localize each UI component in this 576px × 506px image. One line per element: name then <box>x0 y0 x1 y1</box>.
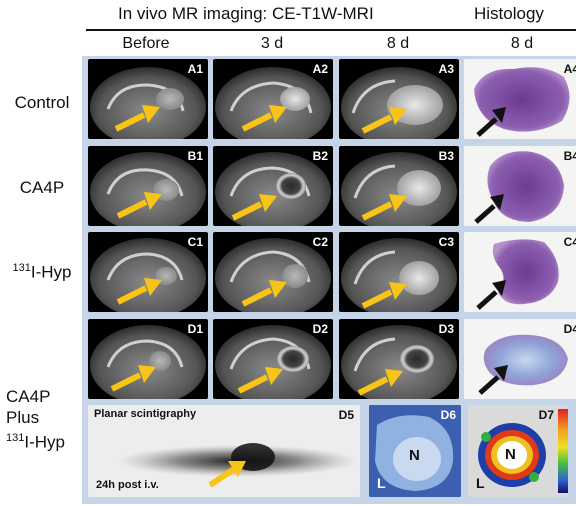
panel-label-d5: D5 <box>338 408 354 422</box>
corner-label-d7: L <box>476 475 485 491</box>
panel-label-a2: A2 <box>312 62 328 76</box>
mri-panel-a3: A3 <box>339 59 459 139</box>
row-label-control: Control <box>14 93 70 112</box>
histology-panel-d6: D6 N L <box>369 405 461 497</box>
panel-label-d2: D2 <box>312 322 328 336</box>
panel-label-c4: C4 <box>563 235 576 249</box>
histology-panel-b4: B4 <box>464 146 576 226</box>
panel-label-c1: C1 <box>187 235 203 249</box>
panel-label-a3: A3 <box>438 62 454 76</box>
imaging-title: In vivo MR imaging: CE-T1W-MRI <box>118 4 374 23</box>
mri-panel-c1: C1 <box>88 232 208 312</box>
autoradiography-panel-d7: D7 N L <box>468 405 568 497</box>
mri-panel-d3: D3 <box>339 319 459 399</box>
panel-label-c2: C2 <box>312 235 328 249</box>
panel-label-a4: A4 <box>563 62 576 76</box>
panel-label-d3: D3 <box>438 322 454 336</box>
panel-label-a1: A1 <box>187 62 203 76</box>
panel-label-b2: B2 <box>312 149 328 163</box>
mri-panel-b3: B3 <box>339 146 459 226</box>
panel-label-b4: B4 <box>563 149 576 163</box>
panel-label-d6: D6 <box>440 408 456 422</box>
scintigraphy-timepoint: 24h post i.v. <box>96 479 159 491</box>
mri-panel-a1: A1 <box>88 59 208 139</box>
histology-panel-c4: C4 <box>464 232 576 312</box>
necrosis-label-d6: N <box>409 447 420 464</box>
histology-title: Histology <box>474 4 544 23</box>
column-header-histology-8d: 8 d <box>510 35 534 52</box>
histology-panel-a4: A4 <box>464 59 576 139</box>
column-header-before: Before <box>122 35 170 52</box>
panel-label-c3: C3 <box>438 235 454 249</box>
row-label-131i-hyp: 131I-Hyp <box>12 262 72 282</box>
row-label-ca4p: CA4P <box>19 178 65 197</box>
necrosis-label-d7: N <box>505 446 516 463</box>
mri-panel-b2: B2 <box>213 146 333 226</box>
column-header-8d: 8 d <box>386 35 410 52</box>
corner-label-d6: L <box>377 475 386 491</box>
mri-panel-b1: B1 <box>88 146 208 226</box>
scintigraphy-panel-d5: Planar scintigraphy D5 24h post i.v. <box>88 405 360 497</box>
header-rule <box>86 29 576 31</box>
panel-label-b3: B3 <box>438 149 454 163</box>
mri-panel-c3: C3 <box>339 232 459 312</box>
column-header-3d: 3 d <box>260 35 284 52</box>
panel-label-d7: D7 <box>538 408 554 422</box>
row-label-combination: CA4P Plus 131I-Hyp <box>6 387 65 452</box>
histology-panel-d4: D4 <box>464 319 576 399</box>
panel-label-d4: D4 <box>563 322 576 336</box>
panel-label-b1: B1 <box>187 149 203 163</box>
mri-panel-a2: A2 <box>213 59 333 139</box>
scintigraphy-title: Planar scintigraphy <box>94 408 197 420</box>
panel-label-d1: D1 <box>187 322 203 336</box>
mri-panel-d1: D1 <box>88 319 208 399</box>
mri-panel-c2: C2 <box>213 232 333 312</box>
mri-panel-d2: D2 <box>213 319 333 399</box>
